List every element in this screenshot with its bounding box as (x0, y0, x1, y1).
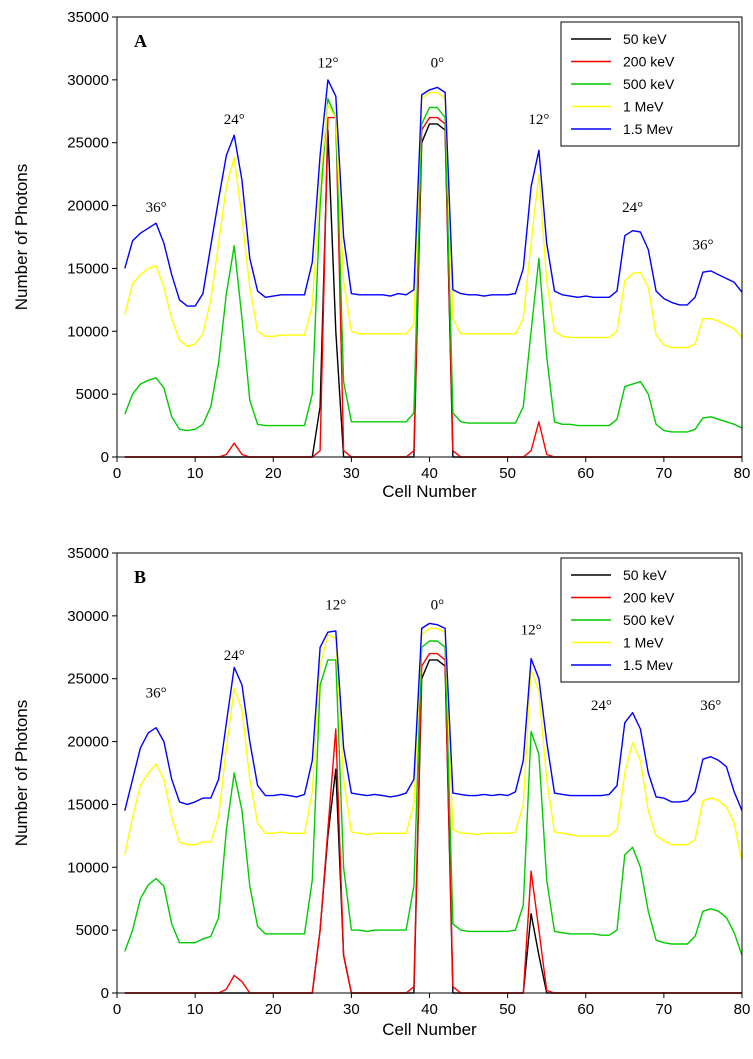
series-line-500-kev (124, 97, 743, 433)
y-tick-label: 35000 (67, 9, 109, 26)
legend-label: 200 keV (623, 54, 675, 70)
angle-annotation: 24° (224, 112, 245, 128)
legend-label: 1 MeV (623, 635, 664, 651)
x-tick-label: 10 (187, 465, 204, 482)
series-line-1-mev (124, 627, 743, 862)
x-tick-label: 0 (113, 465, 121, 482)
series-line-200-kev (124, 116, 742, 458)
angle-annotation: 12° (317, 55, 338, 71)
y-tick-label: 30000 (67, 72, 109, 89)
angle-annotation: 0° (431, 55, 445, 71)
x-tick-label: 30 (343, 465, 360, 482)
y-axis-title: Number of Photons (12, 700, 31, 846)
angle-annotation: 36° (146, 686, 167, 702)
x-tick-label: 40 (421, 465, 438, 482)
legend-label: 500 keV (623, 612, 675, 628)
y-tick-label: 25000 (67, 135, 109, 152)
series-line-1.5-mev (124, 79, 743, 307)
x-tick-label: 30 (343, 1001, 360, 1018)
y-tick-label: 20000 (67, 734, 109, 751)
series-line-50-kev (124, 659, 742, 994)
y-tick-label: 0 (101, 449, 109, 466)
x-tick-label: 70 (656, 465, 673, 482)
chart-panel-a: 0 10 20 30 40 50 60 70 80 0 5000 10000 15000 20000 250… (12, 9, 750, 501)
y-tick-label: 30000 (67, 608, 109, 625)
x-axis-title: Cell Number (382, 482, 477, 501)
x-axis-title: Cell Number (382, 1020, 477, 1039)
angle-annotation: 12° (521, 623, 542, 639)
angle-annotation: 24° (622, 200, 643, 216)
x-tick-label: 80 (734, 1001, 751, 1018)
y-tick-label: 25000 (67, 671, 109, 688)
x-tick-label: 70 (656, 1001, 673, 1018)
y-tick-label: 15000 (67, 260, 109, 277)
angle-annotation: 12° (325, 598, 346, 614)
legend-label: 1 MeV (623, 99, 664, 115)
legend: 50 keV 200 keV 500 keV 1 MeV 1.5 Mev (560, 21, 740, 147)
angle-annotation: 12° (528, 112, 549, 128)
y-axis-title: Number of Photons (12, 164, 31, 310)
angle-annotation: 24° (591, 698, 612, 714)
x-tick-label: 50 (499, 1001, 516, 1018)
x-tick-label: 10 (187, 1001, 204, 1018)
series-line-200-kev (124, 652, 742, 994)
y-tick-label: 10000 (67, 859, 109, 876)
series-line-1.5-mev (124, 622, 743, 811)
x-tick-label: 40 (421, 1001, 438, 1018)
legend-label: 200 keV (623, 590, 675, 606)
panel-label: B (134, 567, 146, 587)
y-tick-label: 15000 (67, 796, 109, 813)
legend-label: 1.5 Mev (623, 657, 673, 673)
chart-panel-b: 0 10 20 30 40 50 60 70 80 0 5000 10000 15000 20000 250… (12, 545, 750, 1039)
series-line-1-mev (124, 91, 743, 349)
x-tick-label: 20 (265, 1001, 282, 1018)
x-tick-label: 20 (265, 465, 282, 482)
y-tick-label: 35000 (67, 545, 109, 562)
x-tick-label: 50 (499, 465, 516, 482)
angle-annotation: 36° (146, 200, 167, 216)
angle-annotation: 24° (224, 648, 245, 664)
legend-label: 500 keV (623, 76, 675, 92)
legend-label: 50 keV (623, 567, 667, 583)
y-tick-label: 5000 (76, 922, 109, 939)
legend: 50 keV 200 keV 500 keV 1 MeV 1.5 Mev (560, 557, 740, 683)
x-tick-label: 0 (113, 1001, 121, 1018)
x-tick-label: 60 (577, 1001, 594, 1018)
legend-label: 50 keV (623, 31, 667, 47)
x-tick-label: 60 (577, 465, 594, 482)
legend-label: 1.5 Mev (623, 121, 673, 137)
y-tick-label: 20000 (67, 198, 109, 215)
y-tick-label: 5000 (76, 386, 109, 403)
angle-annotation: 36° (700, 698, 721, 714)
angle-annotation: 36° (692, 238, 713, 254)
y-tick-label: 0 (101, 985, 109, 1002)
y-tick-label: 10000 (67, 323, 109, 340)
panel-label: A (134, 31, 147, 51)
series-line-500-kev (124, 640, 743, 956)
angle-annotation: 0° (431, 598, 445, 614)
x-tick-label: 80 (734, 465, 751, 482)
